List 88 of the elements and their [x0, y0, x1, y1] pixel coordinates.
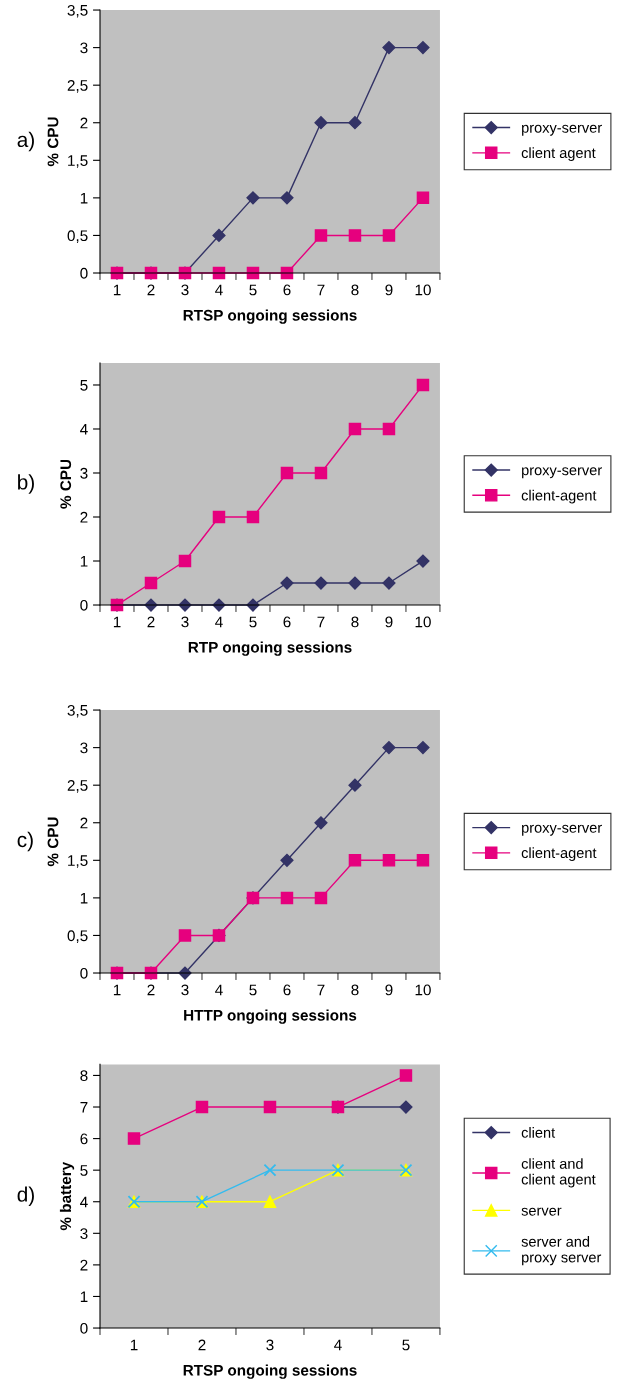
- y-tick-label: 1: [80, 1291, 88, 1302]
- legend-label: server: [521, 1207, 562, 1216]
- y-tick-label: 2,5: [67, 780, 88, 793]
- y-tick-label: 1,5: [68, 855, 88, 868]
- x-axis-title: HTTP ongoing sessions: [184, 1009, 357, 1024]
- x-tick-label: 4: [215, 984, 223, 996]
- x-tick-label: 10: [415, 616, 431, 628]
- legend-label: proxy-server: [522, 467, 602, 479]
- y-tick-label: 1,5: [68, 155, 88, 168]
- text: d): [17, 1186, 34, 1206]
- y-tick-label: 4: [80, 1196, 88, 1208]
- x-tick-label: 9: [385, 616, 393, 628]
- y-tick-label: 2: [80, 117, 88, 129]
- y-tick-label: 0,5: [67, 930, 88, 943]
- x-tick-label: 1: [113, 284, 121, 296]
- legend-label: client agent: [521, 147, 596, 161]
- legend-label: client and client agent: [521, 1158, 596, 1188]
- x-tick-label: 6: [283, 284, 291, 296]
- x-tick-label: 5: [249, 284, 257, 296]
- x-tick-label: 4: [215, 284, 223, 296]
- text: c): [17, 831, 33, 852]
- y-tick-label: 3: [80, 42, 88, 54]
- x-tick-label: 8: [351, 616, 359, 628]
- x-tick-label: 8: [351, 984, 359, 996]
- y-tick-label: 0: [80, 267, 88, 279]
- x-tick-label: 2: [147, 984, 155, 996]
- legend-label: proxy-server: [522, 124, 602, 136]
- x-tick-label: 5: [402, 1339, 410, 1351]
- x-tick-label: 3: [181, 616, 189, 628]
- y-tick-label: 3,5: [67, 704, 88, 718]
- y-tick-label: 3: [80, 1228, 88, 1239]
- y-tick-label: 2: [80, 1259, 88, 1271]
- x-tick-label: 7: [317, 984, 325, 996]
- y-tick-label: 3,5: [67, 4, 88, 18]
- legend-label: client-agent: [521, 489, 597, 504]
- y-tick-label: 2,5: [67, 80, 88, 93]
- y-tick-label: 0: [80, 967, 88, 979]
- x-tick-label: 3: [181, 984, 189, 996]
- y-tick-label: 8: [80, 1070, 88, 1082]
- x-tick-label: 2: [147, 616, 155, 628]
- x-tick-label: 1: [113, 984, 121, 996]
- y-tick-label: 3: [80, 742, 88, 754]
- x-tick-label: 5: [249, 616, 257, 628]
- x-tick-label: 2: [147, 284, 155, 296]
- x-tick-label: 10: [415, 284, 431, 296]
- x-tick-label: 4: [334, 1339, 342, 1351]
- y-tick-label: 1: [80, 556, 88, 567]
- x-tick-label: 3: [181, 284, 189, 296]
- x-tick-label: 7: [317, 284, 325, 296]
- y-tick-label: 5: [80, 380, 88, 391]
- y-axis-title: % battery: [59, 1161, 75, 1231]
- y-tick-label: 1: [80, 892, 88, 904]
- x-tick-label: 6: [283, 616, 291, 628]
- y-axis-title: % CPU: [47, 817, 59, 867]
- x-tick-label: 2: [198, 1339, 206, 1351]
- x-tick-label: 10: [415, 984, 431, 996]
- y-tick-label: 2: [80, 817, 88, 829]
- y-tick-label: 0: [80, 1322, 88, 1334]
- y-tick-label: 2: [80, 511, 88, 523]
- legend-label: client: [521, 1127, 556, 1138]
- legend-label: server and proxy server: [521, 1236, 602, 1266]
- x-tick-label: 9: [385, 984, 393, 996]
- y-tick-label: 4: [80, 424, 88, 435]
- x-tick-label: 5: [249, 984, 257, 996]
- x-axis-title: RTSP ongoing sessions: [183, 1364, 357, 1379]
- text: a): [17, 131, 34, 152]
- legend-label: proxy-server: [522, 824, 602, 836]
- x-tick-label: 7: [317, 616, 325, 628]
- x-tick-label: 4: [215, 616, 223, 628]
- x-tick-label: 3: [266, 1339, 274, 1351]
- y-tick-label: 6: [80, 1133, 88, 1145]
- x-tick-label: 1: [130, 1339, 138, 1351]
- y-tick-label: 0: [80, 599, 88, 611]
- y-tick-label: 7: [80, 1102, 88, 1113]
- text: b): [18, 474, 34, 494]
- y-tick-label: 0,5: [67, 230, 88, 243]
- legend-label: client-agent: [521, 847, 597, 861]
- y-tick-label: 3: [80, 467, 88, 479]
- x-tick-label: 9: [385, 284, 393, 296]
- x-tick-label: 1: [113, 616, 121, 628]
- y-tick-label: 5: [80, 1165, 88, 1176]
- x-axis-title: RTP ongoing sessions: [188, 641, 352, 656]
- x-tick-label: 8: [351, 284, 359, 296]
- x-axis-title: RTSP ongoing sessions: [183, 309, 357, 324]
- x-tick-label: 6: [283, 984, 291, 996]
- y-axis-title: % CPU: [47, 117, 59, 167]
- y-tick-label: 1: [80, 192, 88, 204]
- y-axis-title: % CPU: [60, 459, 72, 509]
